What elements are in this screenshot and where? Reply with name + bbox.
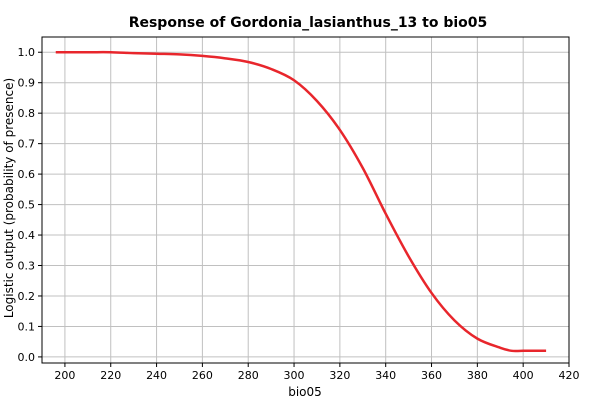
y-tick-label: 0.6	[18, 168, 36, 181]
y-axis-label: Logistic output (probability of presence…	[2, 78, 16, 318]
plot-frame	[41, 36, 570, 364]
y-tick-label: 0.1	[18, 320, 36, 333]
y-tick-label: 0.3	[18, 260, 36, 273]
x-tick-label: 380	[467, 369, 488, 382]
x-tick-label: 220	[100, 369, 121, 382]
x-axis-label: bio05	[288, 385, 322, 399]
y-tick-label: 0.2	[18, 290, 36, 303]
y-tick-label: 0.5	[18, 199, 36, 212]
x-tick-label: 200	[54, 369, 75, 382]
x-tick-label: 420	[559, 369, 580, 382]
x-tick-label: 320	[329, 369, 350, 382]
series-layer	[55, 50, 547, 353]
y-tick-label: 0.4	[18, 229, 36, 242]
grid-layer	[42, 37, 570, 363]
y-tick-label: 0.7	[18, 138, 36, 151]
x-tick-label: 360	[421, 369, 442, 382]
x-axis: 200 220 240 260 280 300 320 340 360 380 400 420	[54, 363, 580, 382]
response-curve	[55, 50, 547, 353]
x-tick-label: 400	[513, 369, 534, 382]
y-tick-label: 0.0	[18, 351, 36, 364]
x-tick-label: 340	[375, 369, 396, 382]
y-axis: 0.0 0.1 0.2 0.3 0.4 0.5 0.6 0.7 0.8 0.9 1.0	[18, 46, 42, 364]
y-tick-label: 0.9	[18, 77, 36, 90]
x-tick-label: 300	[284, 369, 305, 382]
x-tick-label: 260	[192, 369, 213, 382]
x-tick-label: 240	[146, 369, 167, 382]
y-tick-label: 0.8	[18, 107, 36, 120]
y-tick-label: 1.0	[18, 46, 36, 59]
x-tick-label: 280	[238, 369, 259, 382]
chart-title: Response of Gordonia_lasianthus_13 to bi…	[129, 15, 488, 31]
